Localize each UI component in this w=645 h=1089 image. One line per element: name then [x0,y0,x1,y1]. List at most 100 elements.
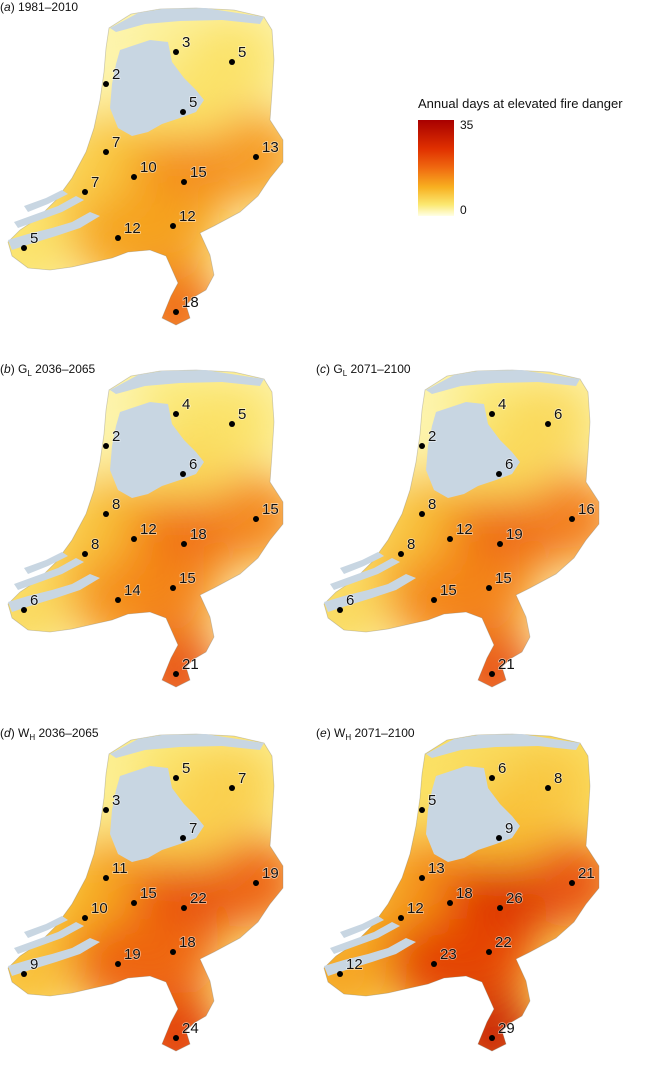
water-body [340,552,384,574]
water-body [14,558,84,590]
station-value-label: 15 [140,885,157,902]
station-dot [131,536,137,542]
station-value-label: 6 [30,592,38,609]
station-value-label: 7 [238,770,246,787]
station-value-label: 12 [407,900,424,917]
station-dot [82,189,88,195]
station-value-label: 16 [578,501,595,518]
station-value-label: 19 [506,526,523,543]
station-value-label: 6 [505,456,513,473]
station-dot [545,421,551,427]
station-value-label: 18 [182,294,199,311]
water-body [340,916,384,938]
station-dot [170,949,176,955]
station-dot [229,421,235,427]
station-dot [131,900,137,906]
panel-d: (d) WH 2036–2065 5 7 3 7 11 19 15 22 10 19 18 9 24 [0,726,300,1066]
station-dot [170,223,176,229]
station-dot [486,585,492,591]
station-value-label: 6 [346,592,354,609]
netherlands-map: 4 6 2 6 8 16 12 19 8 15 15 6 21 [323,369,600,688]
station-dot [103,807,109,813]
station-dot [115,235,121,241]
station-dot [170,585,176,591]
station-dot [181,179,187,185]
panel-e: (e) WH 2071–2100 6 8 5 9 13 21 18 26 12 23 22 12 29 [316,726,616,1066]
station-value-label: 21 [578,865,595,882]
station-dot [253,516,259,522]
station-dot [496,835,502,841]
station-dot [173,1035,179,1041]
station-dot [173,671,179,677]
station-dot [447,900,453,906]
station-dot [229,59,235,65]
station-value-label: 13 [428,860,445,877]
station-dot [21,971,27,977]
station-value-label: 15 [190,164,207,181]
station-value-label: 15 [440,582,457,599]
station-dot [21,245,27,251]
station-value-label: 8 [407,536,415,553]
panel-a: (a) 1981–2010 3 5 2 5 7 13 10 15 7 12 12 5 18 [0,0,300,340]
netherlands-map: 3 5 2 5 7 13 10 15 7 12 12 5 18 [7,7,284,326]
station-value-label: 11 [112,860,128,877]
water-body [24,190,68,212]
station-dot [337,971,343,977]
station-value-label: 8 [112,496,120,513]
station-dot [82,551,88,557]
panel-title: (a) 1981–2010 [0,0,79,14]
station-value-label: 8 [91,536,99,553]
station-value-label: 5 [182,760,190,777]
water-body [24,552,68,574]
station-dot [496,471,502,477]
station-dot [497,905,503,911]
station-dot [419,807,425,813]
station-dot [181,905,187,911]
panel-b: (b) GL 2036–2065 4 5 2 6 8 15 12 18 8 14 15 6 21 [0,362,300,702]
station-dot [103,443,109,449]
water-body [330,558,400,590]
station-dot [173,775,179,781]
station-dot [115,961,121,967]
station-dot [486,949,492,955]
station-dot [419,875,425,881]
station-value-label: 6 [554,406,562,423]
station-value-label: 14 [124,582,141,599]
station-dot [115,597,121,603]
station-value-label: 24 [182,1020,199,1037]
station-dot [447,536,453,542]
station-value-label: 12 [140,521,157,538]
station-value-label: 5 [238,44,246,61]
station-value-label: 6 [498,760,506,777]
station-dot [489,1035,495,1041]
water-body [24,916,68,938]
station-dot [569,516,575,522]
station-dot [82,915,88,921]
color-legend: Annual days at elevated fire danger 35 0 [418,96,645,226]
station-value-label: 12 [124,220,141,237]
station-value-label: 5 [428,792,436,809]
station-dot [103,149,109,155]
station-value-label: 2 [112,66,120,83]
station-dot [173,309,179,315]
station-dot [103,875,109,881]
netherlands-map: 6 8 5 9 13 21 18 26 12 23 22 12 29 [323,733,600,1052]
station-value-label: 12 [346,956,363,973]
water-body [8,574,100,612]
station-dot [103,81,109,87]
station-value-label: 19 [262,865,279,882]
station-dot [419,511,425,517]
water-body [426,370,580,394]
station-value-label: 5 [30,230,38,247]
station-dot [180,109,186,115]
station-value-label: 7 [112,134,120,151]
station-dot [545,785,551,791]
station-value-label: 9 [30,956,38,973]
station-value-label: 3 [182,34,190,51]
station-value-label: 23 [440,946,457,963]
station-value-label: 12 [179,208,196,225]
station-dot [253,880,259,886]
station-dot [497,541,503,547]
water-body [324,574,416,612]
station-dot [431,961,437,967]
